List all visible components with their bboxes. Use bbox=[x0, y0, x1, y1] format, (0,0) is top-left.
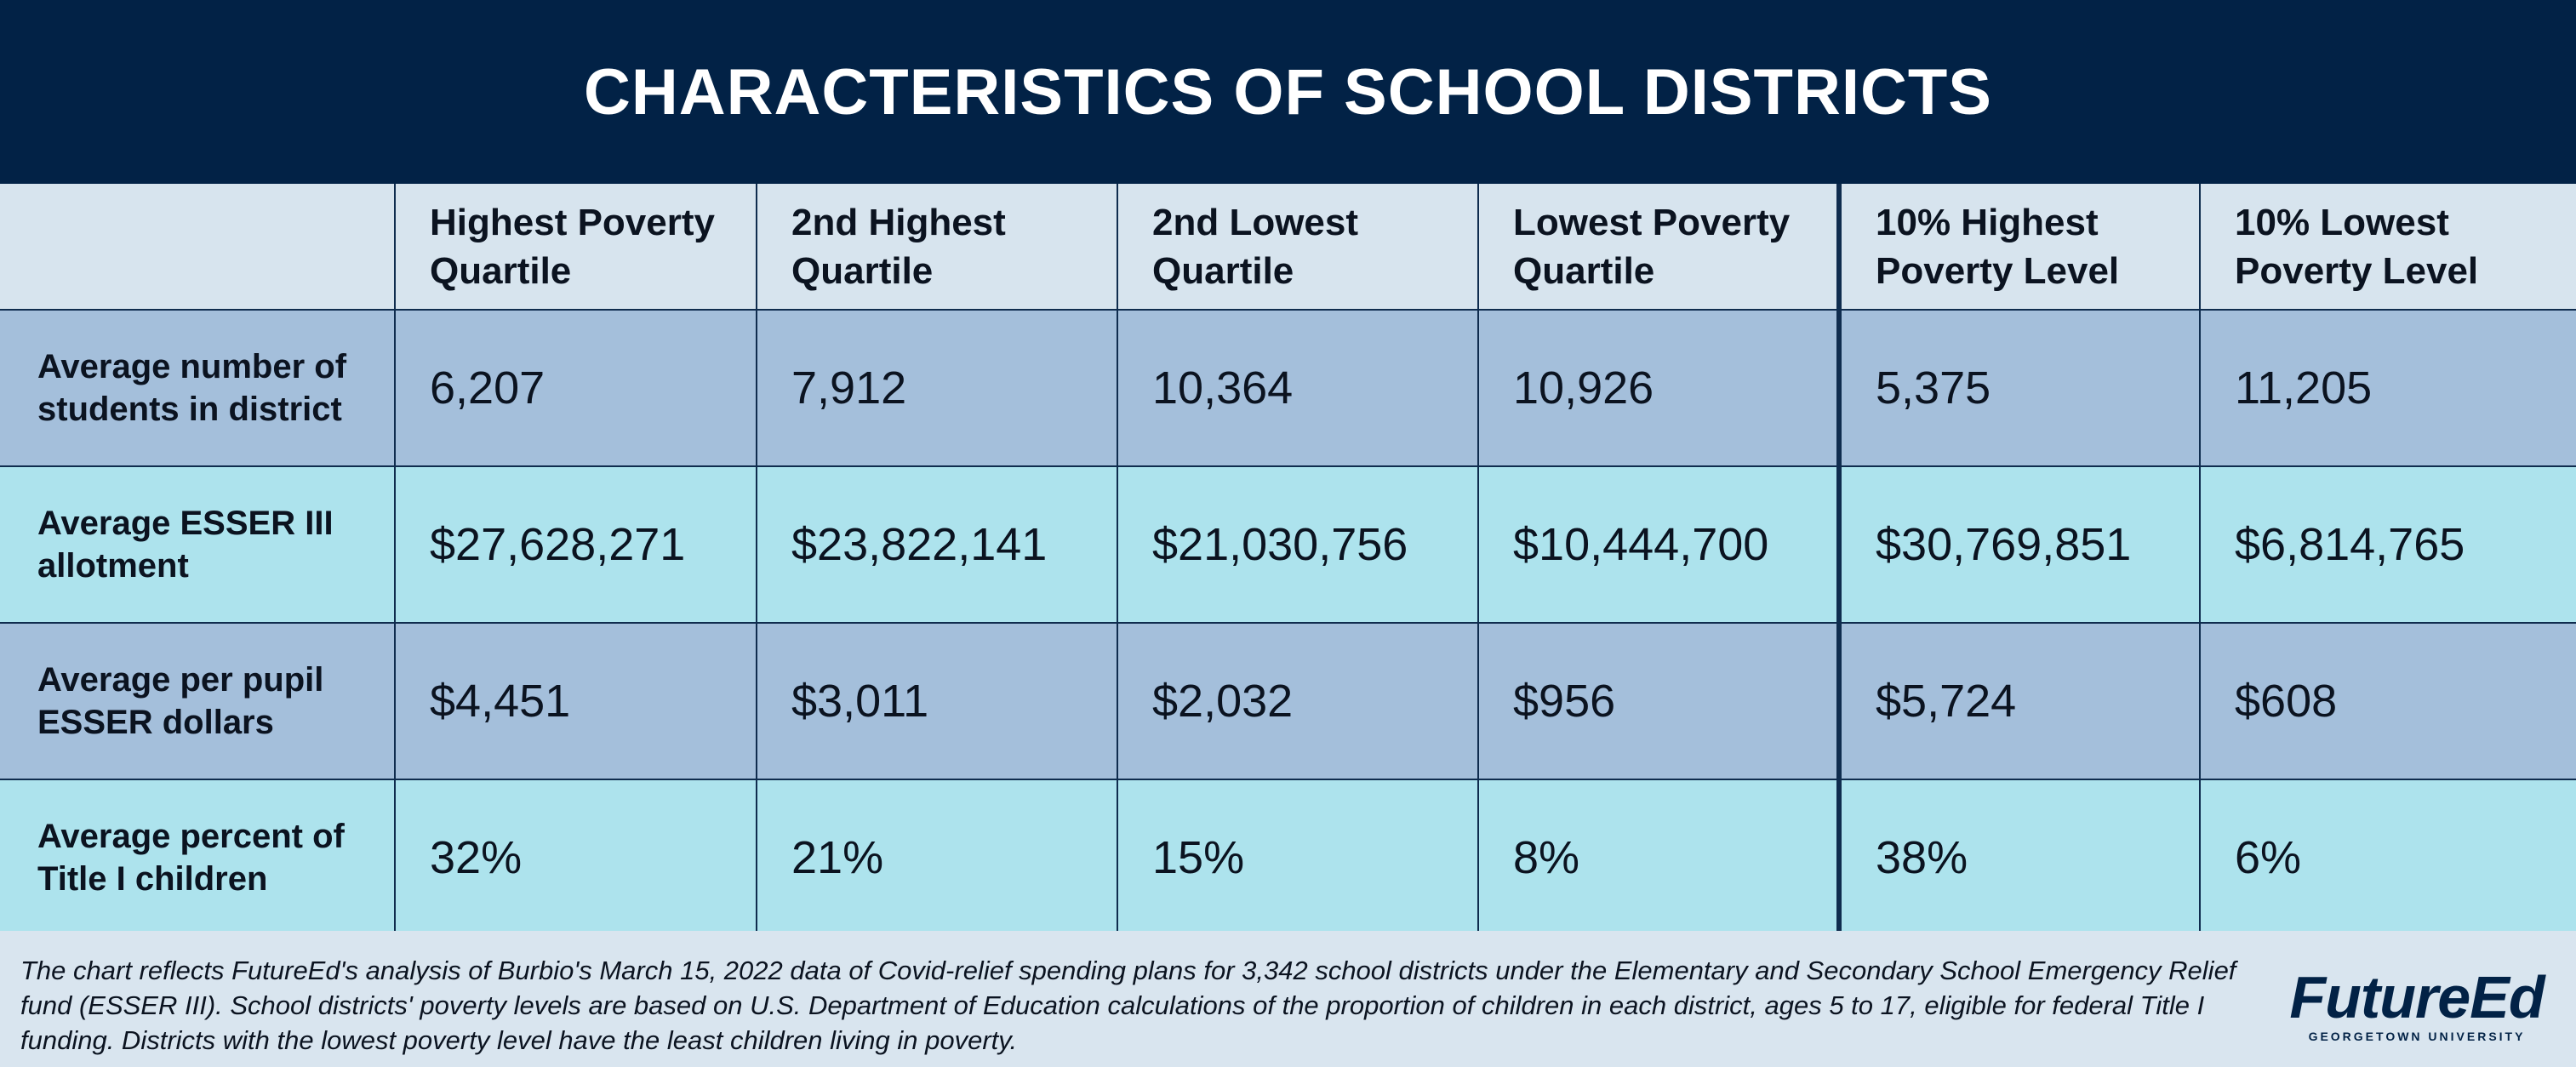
column-header: Highest Poverty Quartile bbox=[394, 184, 757, 311]
table-cell: 6,207 bbox=[394, 309, 757, 467]
table-cell: $10,444,700 bbox=[1477, 465, 1840, 624]
column-header: 10% Highest Poverty Level bbox=[1836, 184, 2201, 311]
row-label: Average percent of Title I children bbox=[0, 779, 396, 937]
footer: The chart reflects FutureEd's analysis o… bbox=[0, 931, 2576, 1067]
table-cell: 38% bbox=[1836, 779, 2201, 937]
table-cell: $5,724 bbox=[1836, 622, 2201, 780]
table-row: Average percent of Title I children 32% … bbox=[0, 779, 2576, 937]
footnote: The chart reflects FutureEd's analysis o… bbox=[20, 956, 2236, 1055]
table-cell: 21% bbox=[756, 779, 1118, 937]
table-cell: $3,011 bbox=[756, 622, 1118, 780]
table-cell: $608 bbox=[2199, 622, 2576, 780]
title-banner: CHARACTERISTICS OF SCHOOL DISTRICTS bbox=[0, 0, 2576, 184]
data-table: Highest Poverty Quartile 2nd Highest Qua… bbox=[0, 184, 2576, 937]
column-header-row: Highest Poverty Quartile 2nd Highest Qua… bbox=[0, 184, 2576, 311]
table-cell: $6,814,765 bbox=[2199, 465, 2576, 624]
table-cell: 10,926 bbox=[1477, 309, 1840, 467]
column-header: 10% Lowest Poverty Level bbox=[2199, 184, 2576, 311]
chart-title: CHARACTERISTICS OF SCHOOL DISTRICTS bbox=[584, 55, 1992, 128]
table-cell: 15% bbox=[1117, 779, 1479, 937]
table-cell: 5,375 bbox=[1836, 309, 2201, 467]
table-cell: 10,364 bbox=[1117, 309, 1479, 467]
table-cell: $956 bbox=[1477, 622, 1840, 780]
row-label: Average number of students in district bbox=[0, 309, 396, 467]
table-cell: $4,451 bbox=[394, 622, 757, 780]
table-cell: 7,912 bbox=[756, 309, 1118, 467]
table-row: Average number of students in district 6… bbox=[0, 309, 2576, 467]
table-cell: 8% bbox=[1477, 779, 1840, 937]
corner-cell bbox=[0, 184, 396, 311]
table-cell: 11,205 bbox=[2199, 309, 2576, 467]
logo-subtitle: GEORGETOWN UNIVERSITY bbox=[2308, 1030, 2526, 1043]
futureed-logo: FutureEd GEORGETOWN UNIVERSITY bbox=[2289, 967, 2545, 1043]
table-cell: $27,628,271 bbox=[394, 465, 757, 624]
table-cell: $30,769,851 bbox=[1836, 465, 2201, 624]
table-cell: $2,032 bbox=[1117, 622, 1479, 780]
table-row: Average ESSER III allotment $27,628,271 … bbox=[0, 465, 2576, 624]
row-label: Average ESSER III allotment bbox=[0, 465, 396, 624]
logo-wordmark: FutureEd bbox=[2289, 964, 2545, 1030]
table-cell: $23,822,141 bbox=[756, 465, 1118, 624]
table-cell: $21,030,756 bbox=[1117, 465, 1479, 624]
table-row: Average per pupil ESSER dollars $4,451 $… bbox=[0, 622, 2576, 780]
column-header: 2nd Highest Quartile bbox=[756, 184, 1118, 311]
table-cell: 32% bbox=[394, 779, 757, 937]
table-cell: 6% bbox=[2199, 779, 2576, 937]
column-header: 2nd Lowest Quartile bbox=[1117, 184, 1479, 311]
column-header: Lowest Poverty Quartile bbox=[1477, 184, 1840, 311]
row-label: Average per pupil ESSER dollars bbox=[0, 622, 396, 780]
